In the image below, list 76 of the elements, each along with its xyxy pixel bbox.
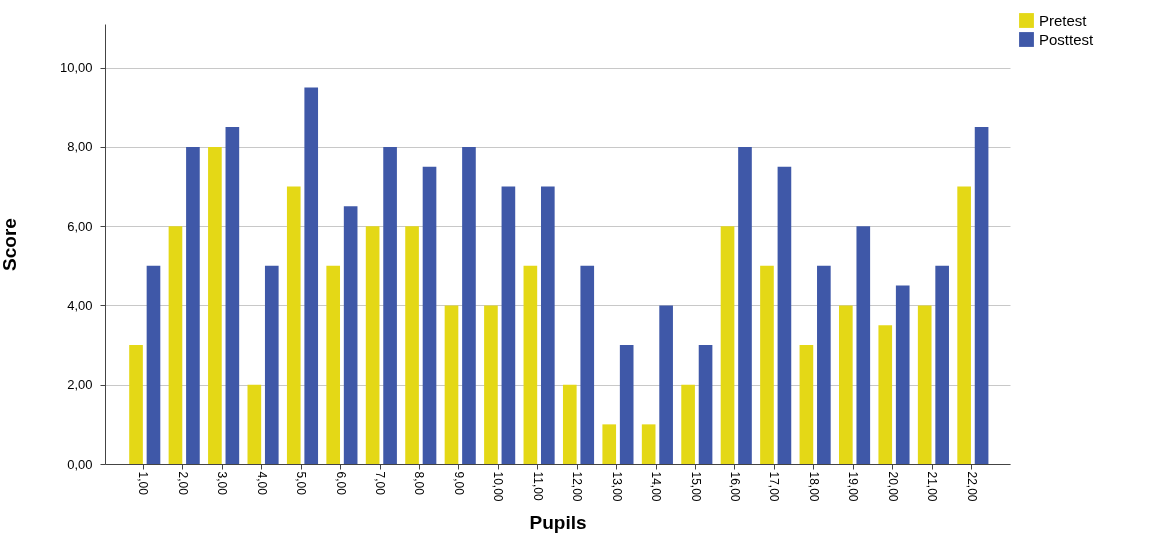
x-tick-label: 11,00 bbox=[530, 471, 545, 501]
x-tick-label: 21,00 bbox=[925, 471, 940, 502]
bar bbox=[129, 345, 143, 464]
y-tick-label: 6,00 bbox=[67, 218, 93, 234]
x-tick-label: 18,00 bbox=[806, 471, 821, 502]
x-tick-label: 7,00 bbox=[373, 471, 388, 496]
bar bbox=[444, 305, 459, 464]
bar bbox=[383, 146, 397, 464]
bar bbox=[895, 285, 910, 464]
bar bbox=[974, 127, 989, 464]
bar bbox=[343, 206, 358, 464]
bar bbox=[935, 265, 949, 464]
bar bbox=[641, 424, 656, 464]
x-tick-label: 10,00 bbox=[491, 471, 506, 502]
x-tick-label: 3,00 bbox=[215, 471, 230, 496]
bar bbox=[186, 146, 200, 464]
x-tick-label: 2,00 bbox=[175, 471, 190, 496]
x-tick-label: 9,00 bbox=[451, 471, 466, 496]
bar bbox=[484, 305, 498, 464]
bar bbox=[365, 226, 380, 464]
x-tick-label: 12,00 bbox=[570, 471, 585, 502]
bar bbox=[659, 305, 673, 464]
bar bbox=[580, 265, 595, 464]
bar bbox=[720, 226, 735, 464]
x-tick-label: 1,00 bbox=[136, 471, 151, 496]
x-tick-label: 4,00 bbox=[254, 471, 269, 496]
bar bbox=[146, 265, 161, 464]
legend-label: Pretest bbox=[1039, 11, 1088, 29]
bar bbox=[541, 186, 555, 464]
x-tick-label: 20,00 bbox=[885, 471, 900, 502]
bar bbox=[839, 305, 853, 464]
bar bbox=[738, 146, 752, 464]
bar bbox=[698, 345, 713, 464]
y-axis-title: Score bbox=[0, 218, 20, 271]
bar bbox=[326, 265, 341, 464]
bar bbox=[501, 186, 516, 464]
bar bbox=[957, 186, 971, 464]
x-tick-label: 16,00 bbox=[727, 471, 742, 502]
x-tick-label: 15,00 bbox=[688, 471, 703, 502]
bar bbox=[602, 424, 617, 464]
x-tick-label: 19,00 bbox=[846, 471, 861, 502]
bar bbox=[225, 127, 240, 464]
x-tick-label: 22,00 bbox=[964, 471, 979, 502]
bar bbox=[304, 87, 319, 464]
bar bbox=[286, 186, 301, 464]
bar bbox=[856, 226, 871, 464]
bar bbox=[462, 146, 476, 464]
y-tick-label: 8,00 bbox=[67, 139, 93, 155]
bar bbox=[777, 166, 792, 464]
bar bbox=[619, 345, 634, 464]
legend-label: Posttest bbox=[1039, 30, 1095, 48]
bar bbox=[681, 384, 695, 464]
x-axis-title: Pupils bbox=[529, 511, 587, 533]
x-tick-label: 6,00 bbox=[333, 471, 348, 496]
bar bbox=[878, 325, 893, 464]
x-tick-label: 17,00 bbox=[767, 471, 782, 502]
bar bbox=[760, 265, 774, 464]
x-tick-label: 14,00 bbox=[649, 471, 664, 502]
bar bbox=[264, 265, 279, 464]
bar bbox=[422, 166, 437, 464]
bar bbox=[523, 265, 538, 464]
bar bbox=[247, 384, 262, 464]
bar bbox=[917, 305, 932, 464]
y-tick-label: 0,00 bbox=[67, 456, 93, 472]
y-tick-label: 4,00 bbox=[67, 297, 93, 313]
bar bbox=[168, 226, 183, 464]
x-tick-label: 8,00 bbox=[412, 471, 427, 496]
x-tick-label: 5,00 bbox=[294, 471, 309, 496]
bar bbox=[208, 146, 222, 464]
bar bbox=[799, 345, 814, 464]
x-tick-label: 13,00 bbox=[609, 471, 624, 502]
y-tick-label: 2,00 bbox=[67, 377, 93, 393]
y-tick-label: 10,00 bbox=[59, 60, 93, 76]
bar bbox=[817, 265, 831, 464]
bar bbox=[405, 226, 419, 464]
bar bbox=[562, 384, 577, 464]
